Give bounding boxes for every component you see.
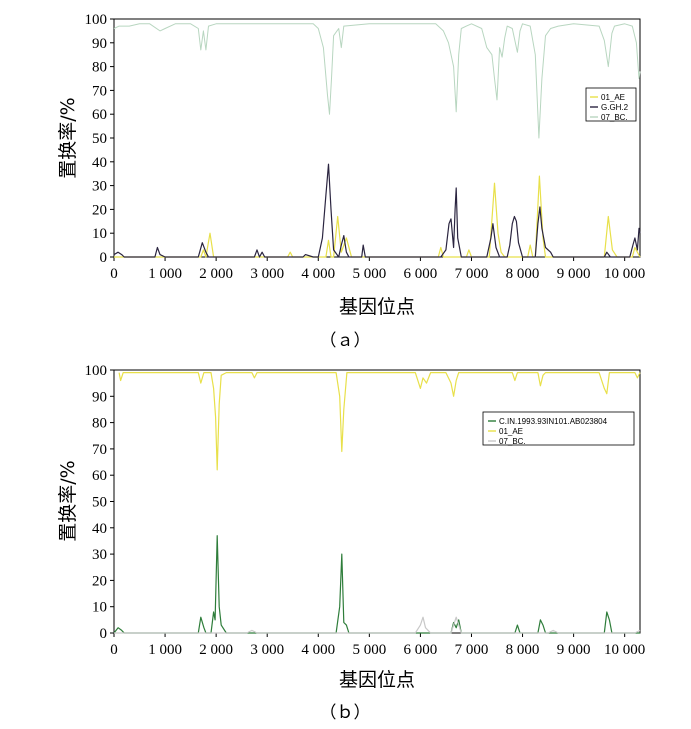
x-tick-label-b-8: 8 000 [506, 642, 540, 658]
series-line-a-2 [113, 23, 641, 139]
y-tick-label-b-0: 0 [100, 626, 108, 642]
legend-label-a-2: 07_BC. [601, 113, 628, 122]
x-tick-label-a-8: 8 000 [506, 266, 540, 282]
y-tick-label-b-7: 70 [92, 442, 107, 458]
series-line-a-1 [113, 163, 641, 258]
legend-a: 01_AEG.GH.207_BC. [585, 87, 637, 122]
y-tick-label-b-3: 30 [92, 547, 107, 563]
series-line-b-2 [114, 616, 641, 634]
x-tick-label-a-2: 2 000 [199, 266, 233, 282]
legend-label-a-0: 01_AE [601, 93, 625, 102]
y-tick-label-a-5: 50 [92, 131, 107, 147]
x-tick-label-a-10: 10 000 [604, 266, 645, 282]
legend-label-b-0: C.IN.1993.93IN101.AB023804 [499, 417, 608, 426]
y-tick-label-b-9: 90 [92, 389, 107, 405]
x-tick-label-b-6: 6 000 [404, 642, 438, 658]
x-tick-label-b-9: 9 000 [557, 642, 591, 658]
caption-a: （ａ） [320, 331, 371, 350]
y-tick-label-a-9: 90 [92, 36, 107, 52]
x-tick-label-a-4: 4 000 [301, 266, 335, 282]
x-tick-label-a-7: 7 000 [455, 266, 489, 282]
y-tick-label-a-3: 30 [92, 179, 107, 195]
y-tick-label-a-1: 10 [92, 226, 107, 242]
x-tick-label-a-0: 0 [110, 266, 118, 282]
y-tick-label-b-1: 10 [92, 600, 107, 616]
x-tick-label-b-1: 1 000 [148, 642, 182, 658]
series-lines-a [113, 23, 641, 258]
plot-area-a [113, 18, 641, 258]
legend-box-a [585, 87, 637, 122]
y-tick-label-a-2: 20 [92, 202, 107, 218]
series-line-b-0 [113, 535, 640, 634]
x-tick-label-a-1: 1 000 [148, 266, 182, 282]
x-tick-label-b-10: 10 000 [604, 642, 645, 658]
y-tick-label-a-8: 80 [92, 60, 107, 76]
legend-box-b [482, 411, 635, 446]
ticks-a: 0 10 20 30 40 50 60 70 80 90 100 0 1 000 2 000 3 000 4 … [85, 12, 646, 282]
ticks-b: 0 10 20 30 40 50 60 70 80 90 100 0 1 000 2 000 3 000 4 … [85, 363, 646, 658]
y-axis-title-b: 置换率/% [57, 460, 79, 541]
legend-label-b-2: 07_BC. [499, 437, 526, 446]
x-tick-label-a-6: 6 000 [404, 266, 438, 282]
x-tick-label-b-2: 2 000 [199, 642, 233, 658]
x-axis-title-b: 基因位点 [339, 669, 415, 691]
x-tick-label-a-3: 3 000 [250, 266, 284, 282]
caption-b: （ｂ） [320, 703, 371, 722]
y-tick-label-a-0: 0 [100, 250, 108, 266]
y-tick-label-b-10: 100 [85, 363, 108, 379]
y-tick-label-b-8: 80 [92, 416, 107, 432]
series-line-b-1 [118, 372, 641, 471]
y-axis-title-a: 置换率/% [57, 97, 79, 178]
legend-label-b-1: 01_AE [499, 427, 523, 436]
y-tick-label-a-10: 100 [85, 12, 108, 28]
chart-panel-b: 0 10 20 30 40 50 60 70 80 90 100 0 1 000 2 000 3 000 4 … [57, 363, 645, 722]
chart-panel-a: 0 10 20 30 40 50 60 70 80 90 100 0 1 000 2 000 3 000 4 … [57, 12, 645, 350]
y-tick-label-b-2: 20 [92, 573, 107, 589]
y-tick-label-a-6: 60 [92, 107, 107, 123]
series-lines-b [113, 372, 641, 634]
x-tick-label-a-5: 5 000 [352, 266, 386, 282]
y-tick-label-a-4: 40 [92, 155, 107, 171]
y-tick-label-b-5: 50 [92, 495, 107, 511]
x-tick-label-b-5: 5 000 [352, 642, 386, 658]
x-tick-label-b-7: 7 000 [455, 642, 489, 658]
legend-label-a-1: G.GH.2 [601, 103, 629, 112]
y-tick-label-b-4: 40 [92, 521, 107, 537]
y-tick-label-a-7: 70 [92, 83, 107, 99]
x-tick-label-b-0: 0 [110, 642, 118, 658]
x-tick-label-a-9: 9 000 [557, 266, 591, 282]
x-tick-label-b-3: 3 000 [250, 642, 284, 658]
y-tick-label-b-6: 60 [92, 468, 107, 484]
x-axis-title-a: 基因位点 [339, 296, 415, 318]
plot-area-b [113, 369, 641, 634]
x-tick-label-b-4: 4 000 [301, 642, 335, 658]
